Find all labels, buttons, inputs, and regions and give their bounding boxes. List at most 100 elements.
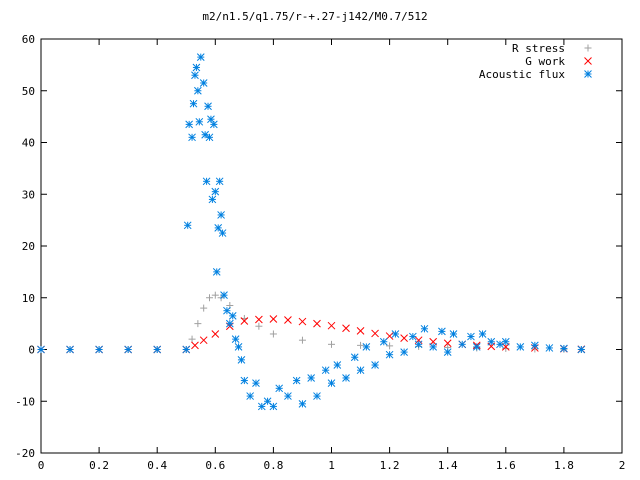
x-tick-label: 0.4 [147, 459, 167, 472]
data-point [478, 330, 487, 338]
data-point [185, 120, 194, 129]
data-point [66, 345, 74, 354]
data-point [386, 342, 394, 350]
data-point [545, 344, 554, 352]
data-point [252, 379, 260, 387]
data-point [211, 330, 220, 338]
data-point [220, 291, 228, 300]
data-point [362, 343, 371, 351]
data-point [212, 268, 221, 276]
data-point [391, 330, 400, 338]
data-point [275, 384, 284, 393]
data-point [200, 304, 208, 312]
data-point [211, 291, 219, 299]
data-point [501, 337, 510, 346]
data-point [214, 224, 223, 232]
y-tick-label: 40 [22, 137, 35, 150]
data-point [204, 102, 212, 111]
data-point [458, 340, 467, 349]
data-point [246, 392, 255, 400]
legend-label: R stress [512, 42, 565, 55]
data-point [516, 343, 525, 351]
data-point [298, 336, 306, 344]
data-point [191, 341, 199, 350]
data-point [449, 330, 458, 338]
data-point [269, 315, 278, 323]
data-point [196, 53, 205, 61]
data-point [182, 345, 191, 354]
data-point [255, 315, 263, 324]
legend-marker [584, 57, 592, 65]
data-point [487, 337, 496, 346]
x-tick-label: 0.2 [89, 459, 109, 472]
data-point [342, 374, 350, 382]
x-tick-label: 0.8 [263, 459, 283, 472]
data-point [443, 348, 452, 356]
data-point [205, 294, 213, 302]
data-point [429, 343, 438, 351]
data-point [328, 340, 335, 348]
data-point [443, 339, 452, 348]
y-tick-label: 30 [22, 188, 35, 201]
data-point [577, 345, 586, 354]
data-point [237, 355, 246, 364]
data-point [195, 117, 204, 126]
data-point [284, 392, 292, 400]
data-point [255, 322, 263, 330]
data-point [327, 321, 336, 330]
data-point [356, 366, 365, 375]
data-point [298, 399, 307, 408]
data-point [350, 353, 359, 362]
x-tick-label: 1.6 [496, 459, 516, 472]
data-point [284, 316, 292, 324]
data-point [95, 345, 103, 354]
data-point [385, 350, 394, 359]
data-point [199, 79, 208, 87]
data-point [371, 361, 379, 369]
legend-label: G work [525, 55, 565, 68]
data-point [189, 99, 198, 108]
x-tick-label: 1.4 [438, 459, 458, 472]
data-point [502, 344, 510, 352]
y-tick-label: 0 [28, 344, 35, 357]
x-tick-label: 0.6 [205, 459, 225, 472]
data-point [194, 320, 202, 328]
data-point [560, 344, 568, 353]
y-tick-label: 20 [22, 240, 35, 253]
data-point [371, 329, 379, 338]
y-tick-label: -10 [15, 395, 35, 408]
data-point [183, 221, 192, 230]
data-point [400, 334, 408, 342]
data-point [240, 317, 249, 325]
data-point [205, 133, 214, 142]
data-point [292, 376, 301, 385]
data-point [438, 327, 446, 336]
y-tick-label: 10 [22, 292, 35, 305]
data-point [342, 324, 350, 333]
x-tick-label: 1.2 [380, 459, 400, 472]
data-point [228, 312, 237, 320]
data-point [153, 345, 162, 354]
data-point [191, 71, 199, 80]
data-point [356, 327, 365, 335]
x-tick-label: 0 [38, 459, 45, 472]
legend-marker [584, 44, 592, 52]
plot-area: 0 0.2 0.4 0.6 0.8 1 1.2 1.4 1.6 1.8 2 -20 -10 0 10 20 30… [15, 33, 625, 472]
y-tick-label: -20 [15, 447, 35, 460]
data-point [327, 379, 336, 387]
series-2 [37, 53, 586, 411]
data-point [215, 177, 224, 186]
y-tick-label: 50 [22, 85, 35, 98]
y-tick-label: 60 [22, 33, 35, 46]
data-point [194, 86, 202, 95]
data-point [218, 229, 227, 237]
data-point [188, 335, 196, 343]
chart-title: m2/n1.5/q1.75/r-+.27-j142/M0.7/512 [202, 10, 427, 23]
data-point [240, 376, 249, 385]
data-point [400, 348, 408, 356]
data-point [313, 319, 321, 328]
data-point [298, 317, 307, 326]
data-point [192, 63, 201, 72]
data-point [124, 345, 133, 354]
